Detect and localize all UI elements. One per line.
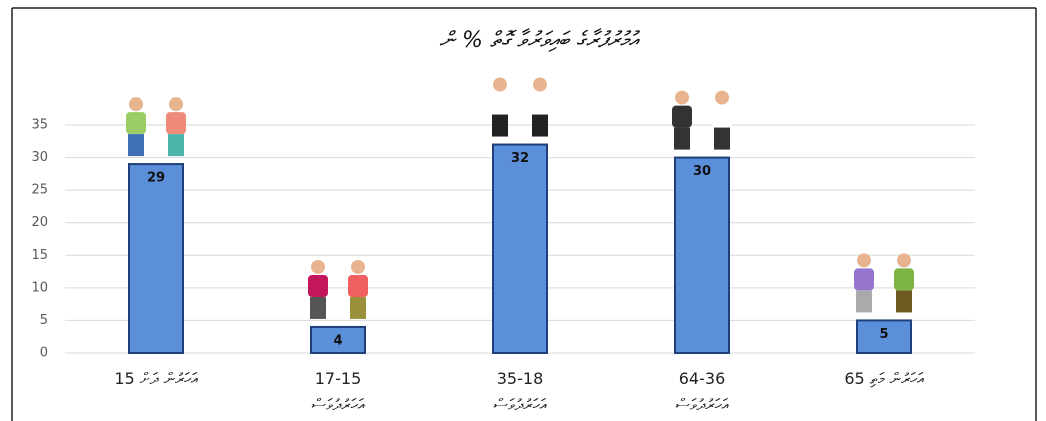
data-label: 29 [147, 171, 165, 186]
x-tick-label: 64-36 އަހަރުދުވަސް [617, 366, 787, 418]
person-head [493, 78, 507, 92]
data-label: 32 [511, 151, 529, 166]
person-legs [168, 134, 184, 156]
y-tick-label: 35 [31, 118, 48, 133]
bar [129, 164, 183, 353]
bar [675, 158, 729, 353]
x-tick-label: 65 އަހަރުން މަތި [799, 366, 969, 392]
person-head [311, 260, 325, 274]
x-tick-label: 17-15 އަހަރުދުވަސް [253, 366, 423, 418]
person-body [308, 275, 328, 297]
person-icon [348, 260, 368, 319]
person-legs [856, 290, 872, 312]
data-label: 30 [693, 164, 711, 179]
person-head [897, 253, 911, 267]
person-head [857, 253, 871, 267]
person-body [672, 106, 692, 128]
y-tick-label: 30 [31, 150, 48, 165]
person-head [675, 91, 689, 105]
person-body [854, 268, 874, 290]
person-legs [128, 134, 144, 156]
person-icon [490, 78, 510, 137]
person-head [351, 260, 365, 274]
person-icon [308, 260, 328, 319]
y-tick-label: 5 [40, 313, 48, 328]
person-icon [854, 253, 874, 312]
person-body [712, 106, 732, 128]
person-legs [714, 128, 730, 150]
chart-frame: 0 5 10 15 20 25 30 35 29 4 32 30 5 އުމުރުފުރާގެ ބައި… [0, 0, 1046, 421]
person-head [129, 97, 143, 111]
x-tick-label: 35-18 އަހަރުދުވަސް [435, 366, 605, 418]
person-body [166, 112, 186, 134]
person-icon [530, 78, 550, 137]
person-legs [674, 128, 690, 150]
y-tick-label: 20 [31, 215, 48, 230]
person-icon [126, 97, 146, 156]
person-body [490, 93, 510, 115]
person-body [894, 268, 914, 290]
person-icon [712, 91, 732, 150]
person-legs [310, 297, 326, 319]
bar [493, 145, 547, 353]
y-tick-label: 15 [31, 248, 48, 263]
person-head [533, 78, 547, 92]
person-legs [896, 290, 912, 312]
y-tick-label: 0 [40, 346, 48, 361]
data-label: 5 [879, 327, 888, 342]
person-body [348, 275, 368, 297]
person-legs [532, 115, 548, 137]
person-head [715, 91, 729, 105]
data-label: 4 [333, 333, 342, 348]
y-tick-label: 10 [31, 280, 48, 295]
x-tick-label: 15 އަހަރުން ދަށް [71, 366, 241, 392]
person-body [530, 93, 550, 115]
person-head [169, 97, 183, 111]
person-icon [166, 97, 186, 156]
person-icon [672, 91, 692, 150]
chart: 0 5 10 15 20 25 30 35 29 4 32 30 5 [0, 0, 1046, 421]
chart-title: އުމުރުފުރާގެ ބައިވަރުވާ ގޮތް % ން [439, 28, 638, 53]
person-icon [894, 253, 914, 312]
person-legs [492, 115, 508, 137]
person-body [126, 112, 146, 134]
y-tick-label: 25 [31, 183, 48, 198]
person-legs [350, 297, 366, 319]
